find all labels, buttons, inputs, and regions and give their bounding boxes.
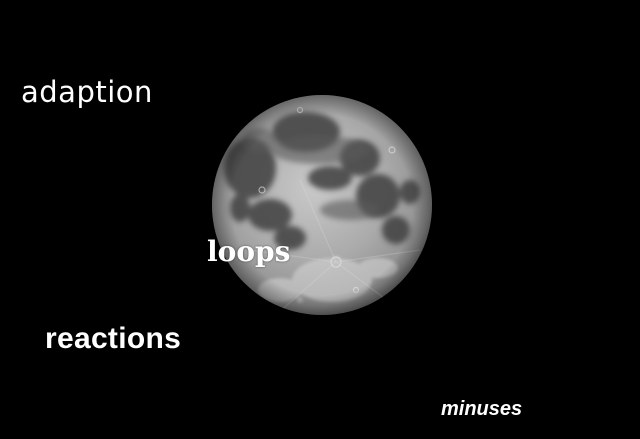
label-loops: loops bbox=[207, 235, 291, 268]
label-minuses: minuses bbox=[441, 398, 523, 420]
label-adaption: adaption bbox=[21, 75, 153, 109]
label-reactions: reactions bbox=[45, 322, 182, 355]
